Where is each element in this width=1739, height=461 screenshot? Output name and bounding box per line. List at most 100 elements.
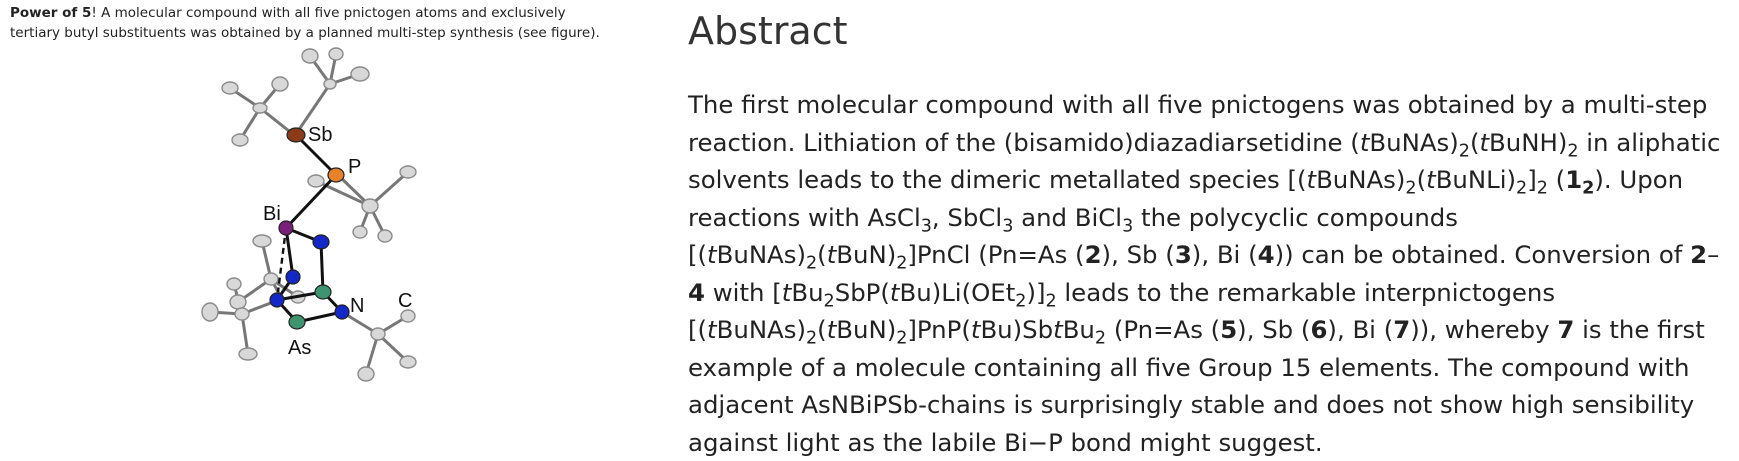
abstract-text-run: BuN) bbox=[836, 315, 897, 344]
label-p: P bbox=[348, 156, 361, 178]
abstract-text-run: 3 bbox=[1122, 216, 1134, 237]
compound-number: 5 bbox=[1220, 315, 1238, 344]
abstract-text-run: 2 bbox=[1567, 141, 1579, 162]
n-atom bbox=[312, 234, 330, 250]
abstract-text-run: 2 bbox=[1516, 178, 1528, 199]
n-atom bbox=[285, 269, 301, 285]
abstract-text-run: 2 bbox=[1405, 178, 1417, 199]
abstract-text-run: ( bbox=[1469, 127, 1480, 157]
abstract-text-run: BuNAs) bbox=[1369, 127, 1459, 157]
abstract-text-run: t bbox=[826, 315, 837, 344]
abstract-text-run: ). Upon reactions with AsCl bbox=[688, 165, 1684, 232]
molecular-structure-drawing: Sb P Bi N C As bbox=[201, 47, 417, 382]
abstract-text-run: )) can be obtained. Conversion of bbox=[1274, 240, 1691, 269]
label-as: As bbox=[288, 337, 311, 359]
label-sb: Sb bbox=[308, 124, 332, 146]
abstract-text-run: 2 bbox=[805, 253, 818, 274]
abstract-text-run: t bbox=[826, 240, 837, 269]
abstract-text-run: t bbox=[1479, 127, 1490, 157]
abstract-text-run: ]PnP( bbox=[907, 315, 971, 344]
abstract-text-run: and BiCl bbox=[1013, 202, 1123, 232]
abstract-text-run: SbP( bbox=[834, 277, 890, 307]
p-atom bbox=[327, 167, 345, 183]
abstract-text-run: in aliphatic solvents leads to the dimer… bbox=[688, 127, 1721, 195]
bi-n-contact-dashed bbox=[276, 227, 288, 293]
abstract-text-run: the polycyclic compounds [( bbox=[688, 202, 1458, 270]
abstract-text-run: t bbox=[781, 277, 792, 307]
abstract-text-run: – bbox=[1707, 240, 1720, 269]
abstract-text-run: BuNLi) bbox=[1435, 165, 1517, 194]
bi-atom bbox=[278, 220, 294, 236]
abstract-text-run: 2 bbox=[1045, 291, 1057, 312]
caption-text: ! A molecular compound with all five pni… bbox=[10, 5, 600, 41]
abstract-text-run: 2 bbox=[1458, 141, 1470, 162]
abstract-text: The first molecular compound with all fi… bbox=[688, 86, 1728, 461]
compound-number: 2 bbox=[1084, 240, 1102, 269]
abstract-text-run: 3 bbox=[1002, 216, 1014, 237]
abstract-text-run: with [ bbox=[704, 277, 782, 307]
abstract-text-run: 2 bbox=[805, 328, 818, 349]
compound-number-subscript: 2 bbox=[1582, 178, 1595, 199]
abstract-text-run: t bbox=[707, 240, 717, 269]
compound-number: 2 bbox=[1690, 240, 1708, 269]
abstract-text-run: ), Bi ( bbox=[1327, 315, 1394, 344]
abstract-text-run: 2 bbox=[1582, 179, 1594, 199]
abstract-text-run: )] bbox=[1026, 277, 1046, 307]
abstract-text-run: 2 bbox=[1094, 328, 1107, 349]
abstract-text-run: ), Bi ( bbox=[1191, 240, 1258, 269]
sb-atom bbox=[286, 127, 306, 143]
abstract-text-run: Bu bbox=[1062, 315, 1095, 344]
compound-number: 7 bbox=[1557, 315, 1575, 344]
abstract-text-run: BuNAs) bbox=[716, 315, 806, 344]
abstract-text-run: Bu)Li(OEt bbox=[899, 277, 1016, 307]
abstract-text-run: 2 bbox=[896, 328, 908, 349]
abstract-text-run: t bbox=[970, 315, 981, 344]
abstract-heading: Abstract bbox=[688, 9, 848, 53]
abstract-text-run: 3 bbox=[920, 216, 932, 237]
carbon-atoms bbox=[201, 47, 417, 382]
carbon-bonds bbox=[208, 52, 410, 376]
abstract-text-run: 2 bbox=[896, 253, 908, 274]
abstract-text-run: t bbox=[889, 277, 900, 307]
caption-bold-lead: Power of 5 bbox=[10, 5, 92, 21]
label-n: N bbox=[350, 295, 364, 317]
abstract-text-run: BuNAs) bbox=[716, 240, 806, 269]
abstract-text-run: ( bbox=[1547, 165, 1566, 194]
abstract-text-run: ), Sb ( bbox=[1237, 315, 1311, 344]
compound-number: 7 bbox=[1393, 315, 1411, 344]
abstract-text-run: t bbox=[707, 315, 717, 344]
abstract-text-run: ), Sb ( bbox=[1101, 240, 1175, 269]
abstract-text-run: The first molecular compound with all fi… bbox=[688, 90, 1708, 157]
abstract-text-run: 2 bbox=[1536, 178, 1548, 199]
abstract-text-run: ( bbox=[1416, 165, 1427, 194]
abstract-text-run: Bu bbox=[791, 277, 824, 307]
abstract-text-run: BuNAs) bbox=[1316, 165, 1406, 194]
abstract-text-run: t bbox=[1359, 127, 1370, 157]
abstract-text-run: ] bbox=[1527, 165, 1537, 194]
abstract-text-run: Bu)Sb bbox=[980, 315, 1054, 344]
abstract-text-run: 2 bbox=[823, 291, 835, 312]
n-atom bbox=[269, 292, 285, 308]
compound-number: 4 bbox=[1257, 240, 1275, 269]
compound-number: 3 bbox=[1174, 240, 1192, 269]
compound-number: 6 bbox=[1310, 315, 1328, 344]
abstract-text-run: t bbox=[1053, 315, 1063, 344]
as-atom bbox=[314, 284, 332, 300]
heteroatoms bbox=[269, 127, 350, 330]
abstract-text-run: , SbCl bbox=[931, 202, 1003, 232]
abstract-text-run: t bbox=[1426, 165, 1436, 194]
compound-number: 1 bbox=[1565, 165, 1583, 194]
abstract-text-run: t bbox=[1306, 165, 1317, 194]
label-c: C bbox=[398, 290, 412, 312]
abstract-text-run: (Pn=As ( bbox=[1106, 315, 1221, 344]
as-atom bbox=[288, 314, 306, 330]
compound-number: 4 bbox=[688, 277, 705, 307]
n-atom bbox=[334, 304, 350, 320]
abstract-text-run: 2 bbox=[1015, 291, 1027, 312]
abstract-text-run: BuN) bbox=[836, 240, 897, 269]
abstract-text-run: leads to the remarkable interpnictogens … bbox=[688, 277, 1556, 345]
abstract-text-run: ( bbox=[817, 315, 827, 344]
abstract-text-run: BuNH) bbox=[1489, 127, 1568, 157]
abstract-text-run: ]PnCl (Pn=As ( bbox=[907, 240, 1085, 269]
label-bi: Bi bbox=[263, 203, 281, 225]
